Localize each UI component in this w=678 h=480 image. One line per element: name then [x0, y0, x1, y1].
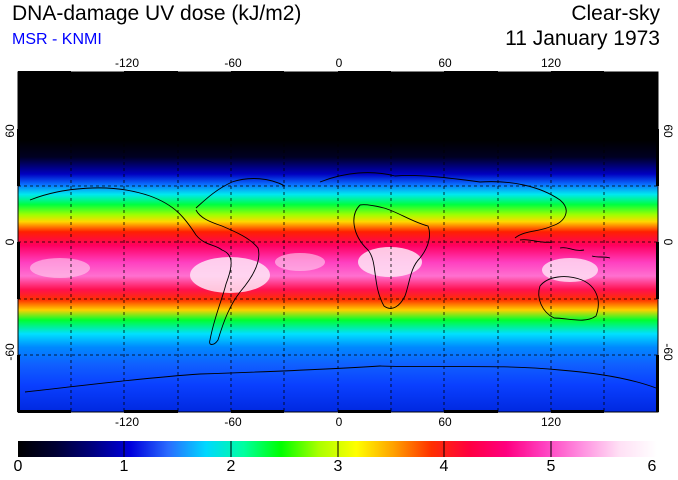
africa-coastline: [353, 204, 431, 309]
colorbar-tick-label: 1: [119, 458, 129, 475]
high-dose-patch: [30, 258, 90, 278]
colorbar-tick-label: 0: [13, 458, 23, 475]
high-dose-patch: [190, 257, 270, 293]
map-field: [18, 72, 658, 412]
colorbar-ticks: [123, 441, 552, 457]
north-america-coastline: [195, 178, 286, 209]
colorbar-tick-label: 6: [647, 458, 657, 475]
lon-label-bottom: 0: [335, 415, 343, 429]
high-dose-patch: [358, 247, 422, 277]
high-dose-patch: [275, 253, 325, 271]
source-label: MSR - KNMI: [12, 31, 102, 48]
indonesia-coastline: [519, 239, 611, 259]
lon-label-top: 120: [540, 56, 562, 70]
colorbar-tick-label: 4: [439, 458, 449, 475]
map-title: DNA-damage UV dose (kJ/m2): [12, 2, 302, 25]
lon-label-bottom: -120: [114, 415, 140, 429]
lon-label-top: -60: [224, 56, 242, 70]
colorbar-tick-label: 5: [546, 458, 556, 475]
colorbar-tick-label: 2: [226, 458, 236, 475]
lon-label-bottom: 60: [438, 415, 452, 429]
lon-label-bottom: 120: [540, 415, 562, 429]
sky-condition-label: Clear-sky: [571, 2, 660, 25]
date-label: 11 January 1973: [505, 27, 660, 50]
coastlines: [24, 172, 657, 393]
colorbar-tick-label: 3: [333, 458, 343, 475]
lon-label-top: 60: [438, 56, 452, 70]
high-dose-patch: [542, 258, 598, 282]
antarctica-coastline: [24, 365, 657, 393]
australia-coastline: [538, 276, 599, 321]
eurasia-coastline: [319, 172, 567, 239]
lon-label-bottom: -60: [224, 415, 242, 429]
lon-label-top: 0: [335, 56, 343, 70]
lon-label-top: -120: [114, 56, 140, 70]
graticule: [18, 72, 658, 412]
map-frame: [17, 71, 659, 413]
